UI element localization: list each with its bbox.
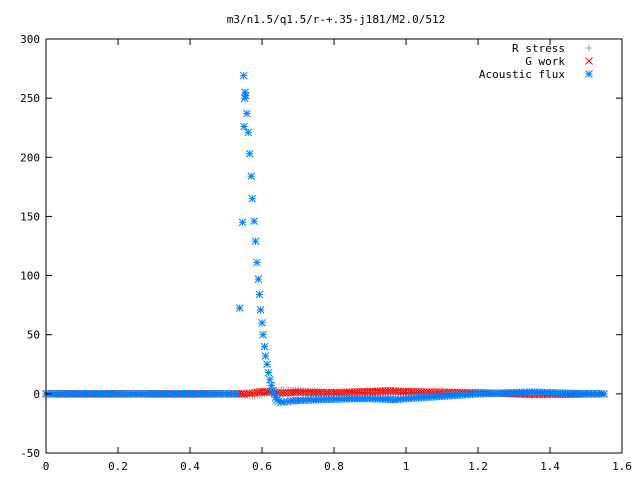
x-tick-label: 1.6 [612,460,632,473]
axis-ticks: 0 0.2 0.4 0.6 0.8 1 1.2 1.4 1.6 300 250 200 150 100 50… [20,33,632,473]
data-point [260,342,269,351]
data-point [259,330,267,339]
y-tick-label: 0 [33,388,40,401]
y-tick-label: 250 [20,92,40,105]
y-tick-label: 150 [20,210,40,223]
data-point [245,149,254,158]
legend-marker [585,70,593,78]
x-tick-label: 1.2 [468,460,488,473]
x-tick-label: 0.2 [108,460,128,473]
data-point [244,128,253,137]
legend-marker [585,44,593,52]
plot-marks [42,71,608,406]
data-point [241,91,250,100]
series-2 [42,71,608,406]
data-point [240,122,248,131]
data-point [243,109,251,118]
data-point [251,237,260,246]
data-point [247,172,256,181]
y-tick-label: 50 [27,329,40,342]
data-point [264,368,273,377]
x-tick-label: 0.6 [252,460,272,473]
x-tick-label: 1 [403,460,410,473]
data-point [232,390,241,398]
legend-label: G work [525,55,565,68]
x-tick-label: 0.4 [180,460,200,473]
y-tick-label: 100 [20,270,40,283]
data-point [239,71,248,80]
data-point [238,218,247,227]
x-tick-label: 0 [43,460,50,473]
data-point [254,275,263,283]
legend-label: Acoustic flux [479,68,565,81]
data-point [250,217,258,226]
data-point [261,352,270,360]
chart-title: m3/n1.5/q1.5/r-+.35-j181/M2.0/512 [227,13,446,26]
x-tick-label: 0.8 [324,460,344,473]
data-point [258,319,266,327]
x-tick-label: 1.4 [540,460,560,473]
data-point [267,381,276,390]
data-point [253,258,261,267]
legend-marker [585,57,593,65]
y-tick-label: -50 [20,447,40,460]
data-point [255,290,264,299]
data-point [266,375,274,384]
y-tick-label: 300 [20,33,40,46]
data-point [256,306,265,314]
data-point [263,360,271,369]
data-point [235,304,244,312]
y-tick-label: 200 [20,151,40,164]
data-point [600,390,608,398]
legend-label: R stress [512,42,565,55]
data-point [248,194,257,203]
